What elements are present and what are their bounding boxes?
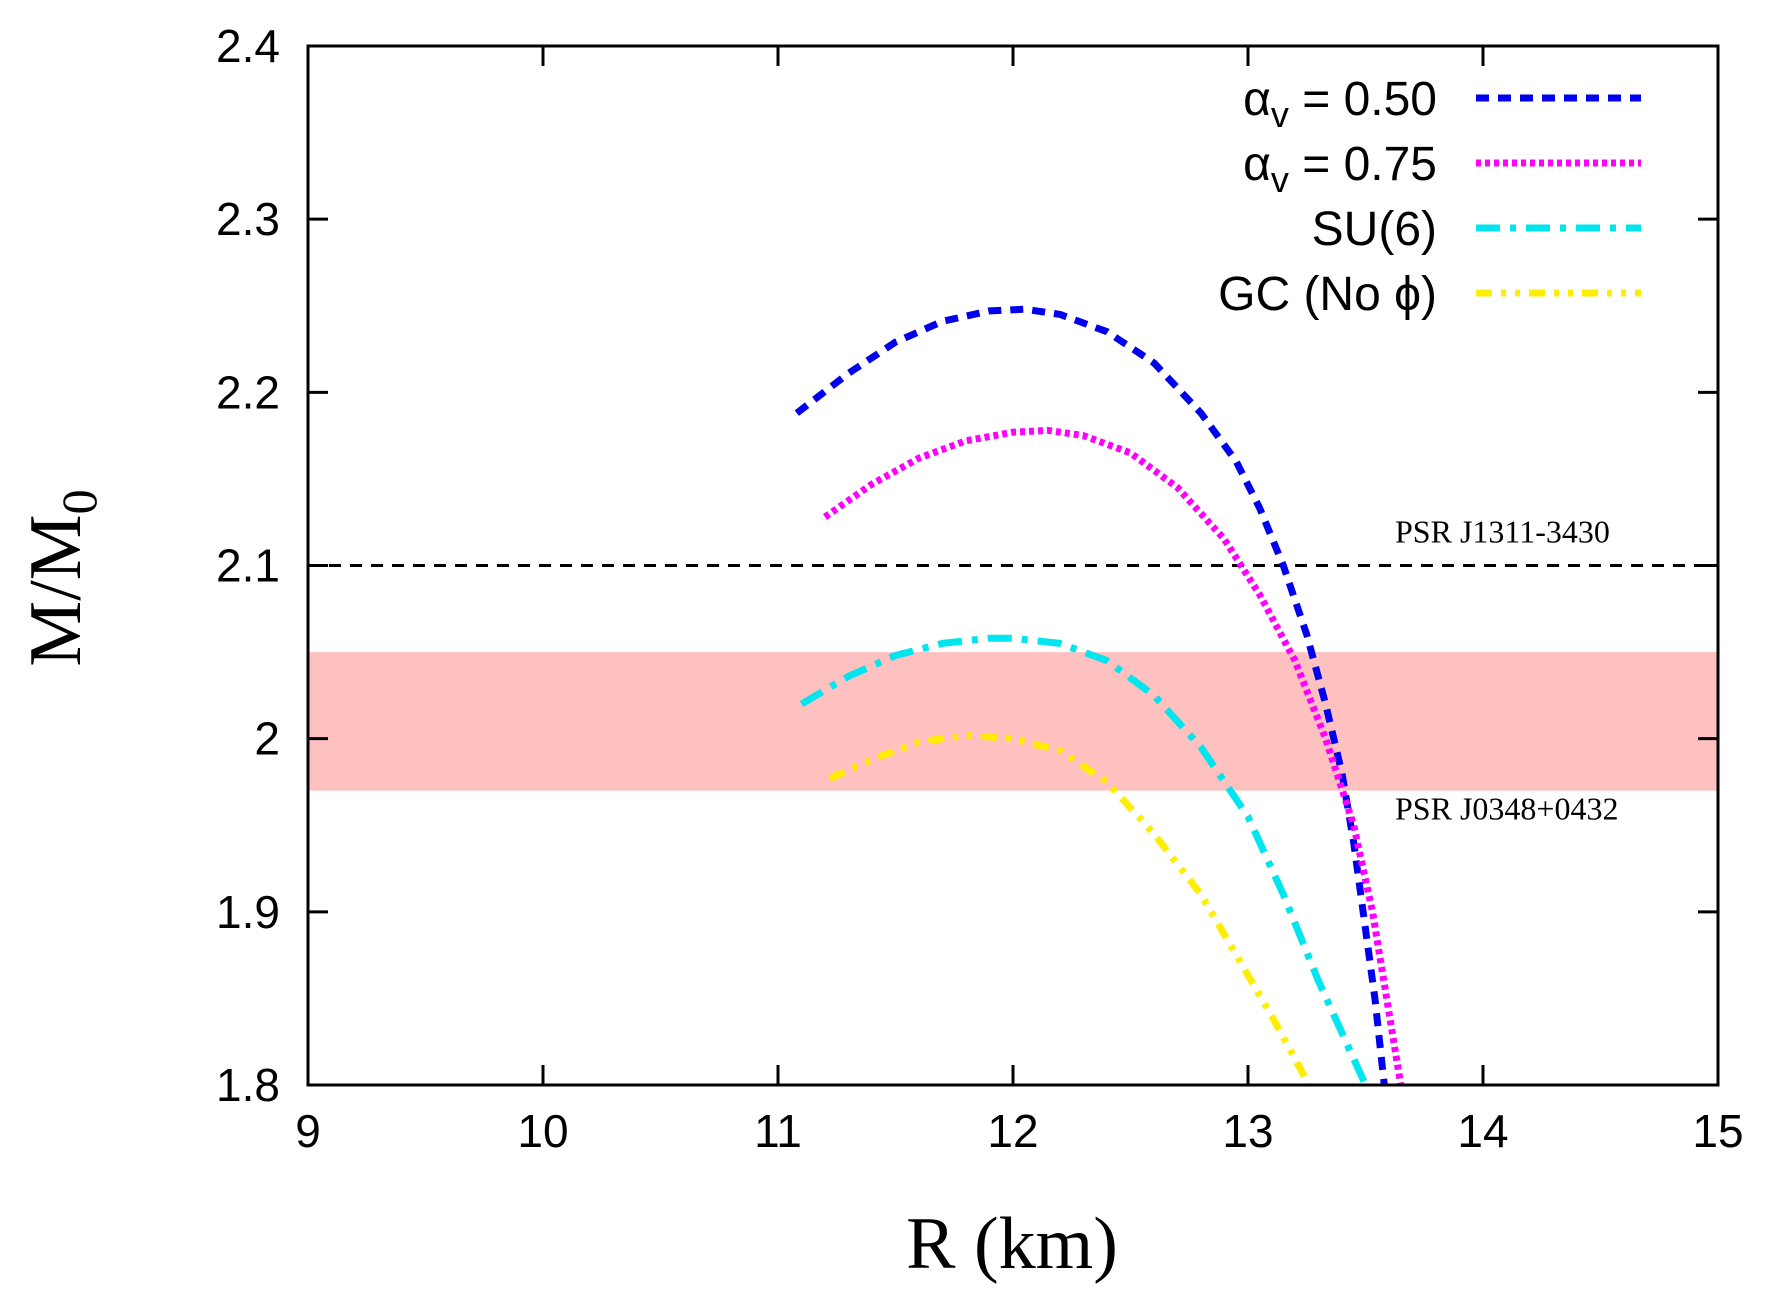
series-layer bbox=[794, 305, 1405, 1087]
x-tick-label: 15 bbox=[1692, 1105, 1743, 1157]
reference-line-label: PSR J1311-3430 bbox=[1395, 514, 1610, 550]
x-tick-label: 10 bbox=[517, 1105, 568, 1157]
band-layer bbox=[308, 652, 1718, 791]
y-tick-label: 2.3 bbox=[216, 193, 280, 245]
y-tick-label: 2.1 bbox=[216, 540, 280, 592]
x-tick-label: 12 bbox=[987, 1105, 1038, 1157]
y-tick-label: 1.9 bbox=[216, 886, 280, 938]
series-line-1 bbox=[822, 426, 1405, 1086]
x-axis-title: R (km) bbox=[906, 1203, 1118, 1285]
x-tick-label: 11 bbox=[754, 1105, 802, 1157]
series-line-0 bbox=[794, 305, 1388, 1086]
series-line-2 bbox=[799, 634, 1369, 1087]
y-tick-label: 2.4 bbox=[216, 20, 280, 72]
annotation-layer: PSR J1311-3430 PSR J0348+0432 bbox=[1395, 514, 1618, 827]
x-tick-label: 14 bbox=[1457, 1105, 1508, 1157]
x-tick-label: 13 bbox=[1222, 1105, 1273, 1157]
x-tick-label: 9 bbox=[295, 1105, 321, 1157]
legend-label-1: αv = 0.75 bbox=[1243, 138, 1437, 200]
confidence-band-0 bbox=[308, 652, 1718, 791]
legend-label-3: GC (No ϕ) bbox=[1218, 268, 1437, 321]
y-axis-title: M/M0 bbox=[15, 489, 107, 666]
legend-label-0: αv = 0.50 bbox=[1243, 73, 1437, 135]
y-tick-label: 2 bbox=[254, 713, 280, 765]
legend-label-2: SU(6) bbox=[1312, 203, 1437, 256]
tick-layer: 9 10 11 12 13 14 15 1.8 1.9 2 2.1 2.2 2.3 2.4 bbox=[216, 20, 1744, 1157]
band-label: PSR J0348+0432 bbox=[1395, 791, 1618, 827]
series-line-3 bbox=[828, 731, 1313, 1087]
y-tick-label: 2.2 bbox=[216, 366, 280, 418]
y-tick-label: 1.8 bbox=[216, 1059, 280, 1111]
